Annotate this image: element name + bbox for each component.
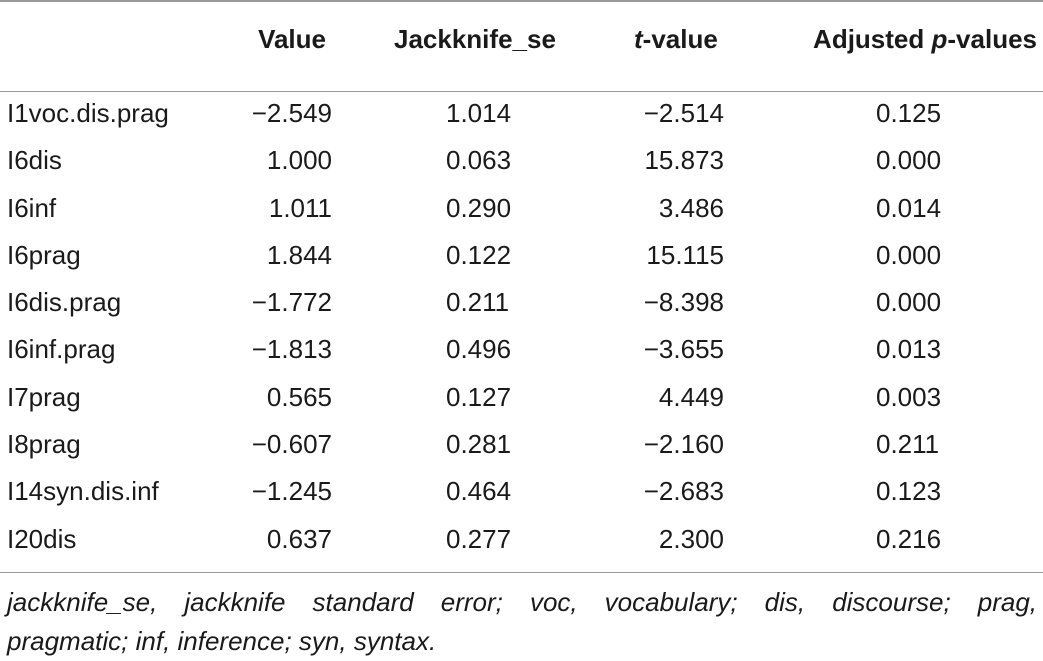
row-name: I20dis [7,523,77,554]
row-name: I7prag [7,381,81,412]
row-t-value: −3.655 [643,334,724,365]
row-adjusted-p: 0.013 [876,334,942,365]
row-name: I6prag [7,239,81,270]
table-row: I6dis.prag −1.772 0.211 −8.398 0.000 [0,281,1043,328]
row-jackknife-se: 0.496 [446,334,512,365]
row-jackknife-se: 1.014 [446,98,512,128]
row-jackknife-se: 0.211 [446,287,510,318]
table-top-rule [0,0,1043,2]
row-value: 1.011 [268,192,332,223]
row-name: I8prag [7,429,81,460]
row-t-value: −2.514 [643,98,724,128]
row-jackknife-se: 0.277 [446,523,512,554]
table-row: I1voc.dis.prag −2.549 1.014 −2.514 0.125 [0,92,1043,139]
row-t-value: 15.115 [646,239,724,270]
header-value: Value [258,24,326,54]
row-t-value: −2.160 [643,429,724,460]
table-row: I6prag 1.844 0.122 15.115 0.000 [0,234,1043,281]
row-jackknife-se: 0.122 [446,239,512,270]
header-adjusted-p-values: Adjusted p-values [813,24,1037,54]
row-name: I1voc.dis.prag [7,98,169,128]
footnote-line-2: pragmatic; inf, inference; syn, syntax. [7,626,437,656]
row-jackknife-se: 0.290 [446,192,512,223]
row-adjusted-p: 0.000 [876,239,942,270]
table-row: I20dis 0.637 0.277 2.300 0.216 [0,518,1043,565]
row-jackknife-se: 0.063 [446,145,512,176]
row-name: I14syn.dis.inf [7,476,159,507]
row-t-value: 3.486 [658,192,724,223]
row-value: 1.844 [266,239,332,270]
row-adjusted-p: 0.125 [876,98,942,128]
table-row: I14syn.dis.inf −1.245 0.464 −2.683 0.123 [0,470,1043,517]
table-bottom-rule [0,572,1043,573]
row-name: I6dis [7,145,62,176]
row-value: −2.549 [251,98,332,128]
table-row: I6inf.prag −1.813 0.496 −3.655 0.013 [0,328,1043,375]
header-t-value: t-value [634,24,718,54]
table-footnote: jackknife_se, jackknife standard error; … [7,583,1037,661]
row-t-value: −8.398 [643,287,724,318]
row-t-value: −2.683 [643,476,724,507]
row-adjusted-p: 0.000 [876,287,942,318]
header-jackknife-se: Jackknife_se [394,24,556,54]
row-value: −0.607 [251,429,332,460]
row-value: −1.772 [251,287,332,318]
row-adjusted-p: 0.216 [876,523,942,554]
row-value: 0.637 [266,523,332,554]
row-name: I6inf [7,192,57,223]
row-name: I6inf.prag [7,334,116,365]
row-value: −1.245 [251,476,332,507]
row-adjusted-p: 0.123 [876,476,942,507]
row-adjusted-p: 0.211 [876,429,940,460]
table-row: I6inf 1.011 0.290 3.486 0.014 [0,187,1043,234]
table-row: I6dis 1.000 0.063 15.873 0.000 [0,139,1043,186]
table-row: I8prag −0.607 0.281 −2.160 0.211 [0,423,1043,470]
row-value: 1.000 [266,145,332,176]
row-adjusted-p: 0.014 [876,192,942,223]
table-header: Value Jackknife_se t-value Adjusted p-va… [0,24,1043,60]
row-name: I6dis.prag [7,287,122,318]
row-t-value: 4.449 [658,381,724,412]
footnote-line-1: jackknife_se, jackknife standard error; … [7,587,1037,617]
row-value: −1.813 [251,334,332,365]
table-row: I7prag 0.565 0.127 4.449 0.003 [0,376,1043,423]
row-t-value: 15.873 [644,145,724,176]
row-adjusted-p: 0.000 [876,145,942,176]
row-jackknife-se: 0.127 [446,381,512,412]
row-adjusted-p: 0.003 [876,381,942,412]
row-jackknife-se: 0.281 [446,429,512,460]
row-t-value: 2.300 [658,523,724,554]
row-jackknife-se: 0.464 [446,476,512,507]
table-header-rule [0,91,1043,92]
table-body: I1voc.dis.prag −2.549 1.014 −2.514 0.125 I6di… [0,92,1043,565]
row-value: 0.565 [266,381,332,412]
